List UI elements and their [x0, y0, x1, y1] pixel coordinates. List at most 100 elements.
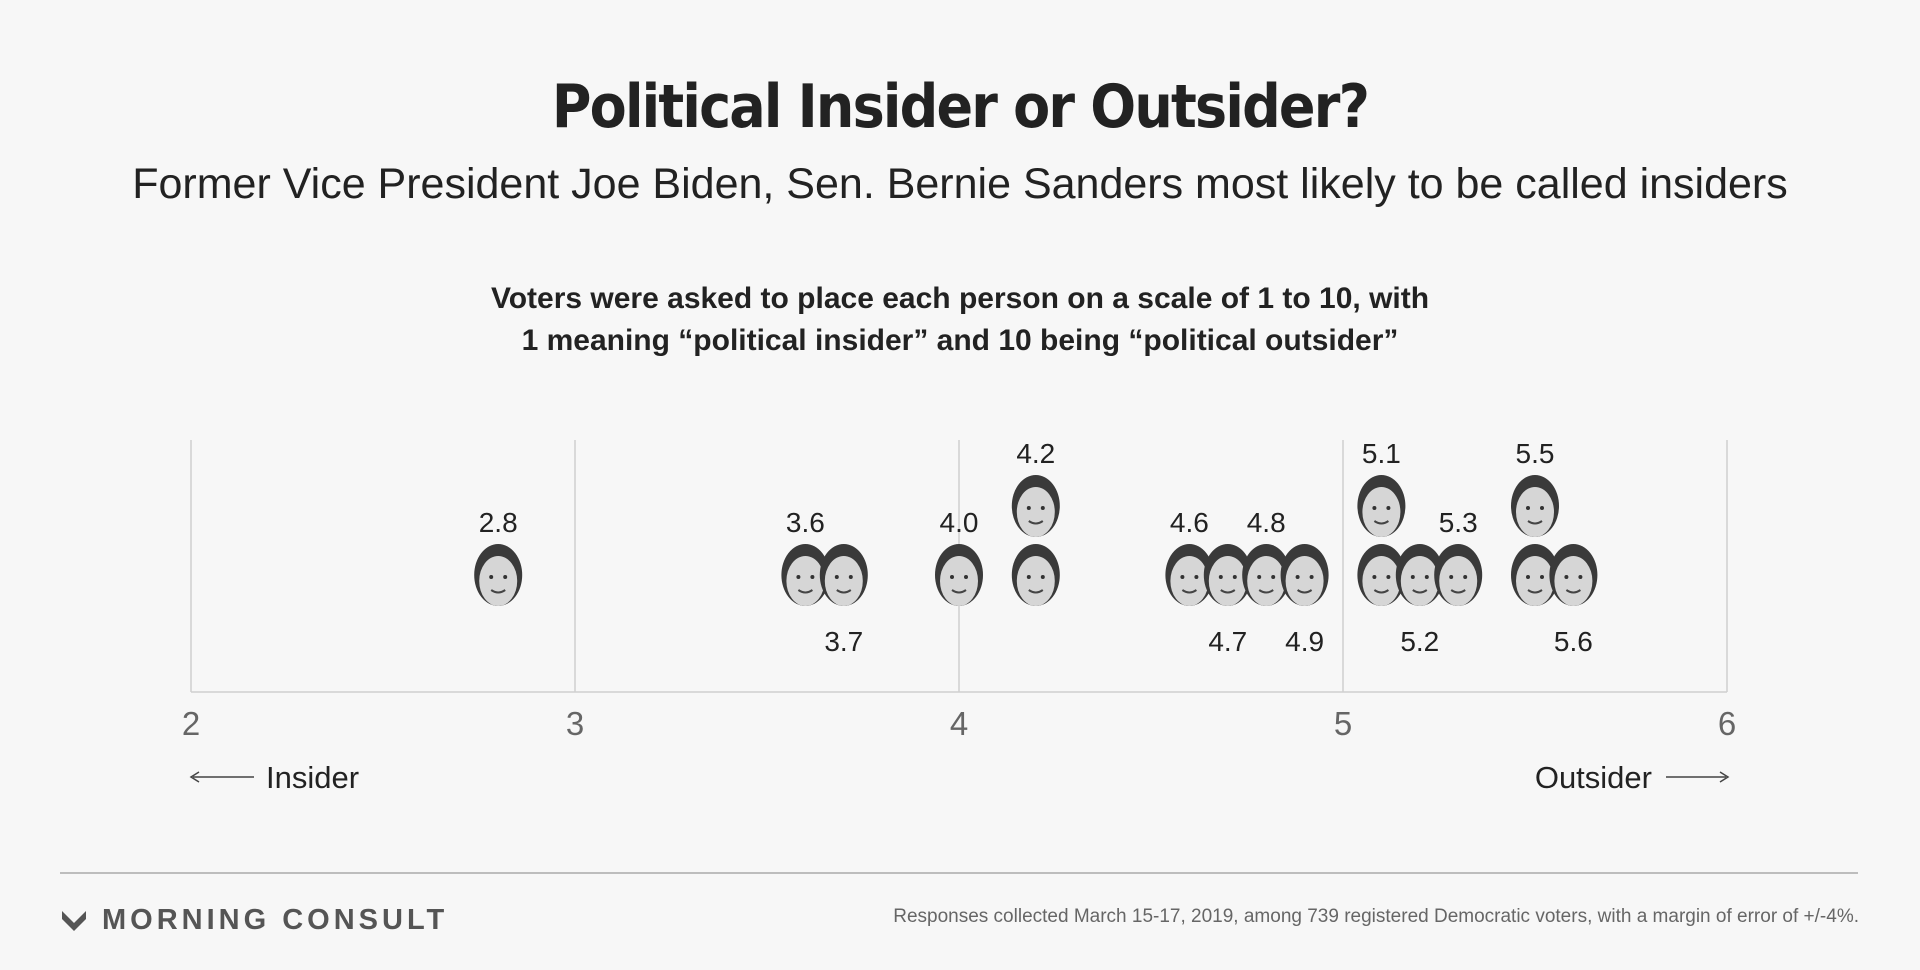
axis-end-labels: Insider Outsider	[189, 760, 1730, 795]
data-label: 5.6	[1554, 626, 1593, 657]
x-tick-label: 3	[566, 705, 584, 742]
chart-subtitle: Former Vice President Joe Biden, Sen. Be…	[132, 160, 1788, 208]
x-tick-label: 4	[950, 705, 968, 742]
face-eye	[1463, 575, 1468, 579]
brand: MORNING CONSULT	[60, 904, 448, 937]
face-eye	[1194, 575, 1199, 579]
candidate-point	[1549, 544, 1598, 606]
footer-divider	[60, 872, 1858, 874]
face-skin	[1285, 556, 1324, 606]
face-mouth	[1220, 589, 1236, 594]
face-skin	[786, 556, 825, 606]
face-eye	[1026, 575, 1031, 579]
face-skin	[1362, 556, 1401, 606]
candidate-point	[1357, 475, 1406, 537]
face-eye	[1295, 575, 1300, 579]
face-eye	[1372, 575, 1377, 579]
face-mouth	[797, 589, 813, 594]
face-skin	[1516, 556, 1554, 606]
candidate-point	[1165, 544, 1214, 606]
data-label: 4.9	[1285, 626, 1324, 657]
face-mouth	[951, 589, 967, 594]
outsider-arrow-head	[1719, 771, 1730, 783]
face-skin	[824, 556, 863, 606]
face-skin	[479, 556, 518, 606]
data-label: 4.2	[1016, 438, 1055, 469]
candidate-point	[1434, 544, 1483, 606]
data-label: 4.6	[1170, 507, 1209, 538]
face-mouth	[1527, 520, 1543, 525]
candidate-point	[1242, 544, 1291, 606]
face-mouth	[1297, 589, 1313, 594]
data-label: 5.3	[1439, 507, 1478, 538]
data-label: 4.0	[940, 507, 979, 538]
face-skin	[1016, 487, 1055, 537]
face-eye	[1540, 575, 1544, 579]
face-skin	[1016, 556, 1055, 606]
candidate-point	[1511, 475, 1559, 537]
face-eye	[1309, 575, 1314, 579]
candidate-point	[781, 544, 830, 606]
data-label: 5.5	[1516, 438, 1555, 469]
face-eye	[848, 575, 853, 579]
face-eye	[1449, 575, 1454, 579]
data-label: 2.8	[479, 507, 518, 538]
face-skin	[1170, 556, 1209, 606]
face-eye	[1410, 575, 1415, 579]
candidate-point	[474, 544, 523, 606]
face-eye	[1386, 506, 1391, 510]
face-eye	[1180, 575, 1185, 579]
face-skin	[1516, 487, 1554, 537]
candidate-point	[819, 544, 868, 606]
face-skin	[1400, 556, 1439, 606]
x-tick-label: 5	[1334, 705, 1352, 742]
x-tick-label: 2	[182, 705, 200, 742]
face-eye	[1257, 575, 1262, 579]
face-eye	[1232, 575, 1237, 579]
face-skin	[1247, 556, 1286, 606]
face-mouth	[1527, 589, 1543, 594]
face-eye	[964, 575, 968, 579]
face-mouth	[1028, 589, 1044, 594]
candidate-point	[1280, 544, 1329, 606]
face-eye	[503, 575, 508, 579]
face-mouth	[1258, 589, 1274, 594]
x-axis-ticks: 2 3 4 5 6	[182, 705, 1736, 742]
data-label: 3.6	[786, 507, 825, 538]
source-note: Responses collected March 15-17, 2019, a…	[893, 906, 1859, 927]
candidate-point	[1011, 475, 1060, 537]
face-eye	[1271, 575, 1276, 579]
face-skin	[1362, 487, 1401, 537]
candidate-point	[1011, 544, 1060, 606]
face-eye	[810, 575, 815, 579]
candidate-point	[1357, 544, 1406, 606]
face-eye	[834, 575, 839, 579]
candidate-points: 2.8 3.6 3.7 4.0 4.2 4.6 4.7 4.8 4.9 5.1 5.2 5.3 5.5 5…	[474, 438, 1598, 657]
face-mouth	[490, 589, 506, 594]
candidate-point	[1511, 544, 1559, 606]
face-eye	[796, 575, 801, 579]
chart-title: Political Insider or Outsider?	[551, 72, 1370, 142]
face-mouth	[1450, 589, 1466, 594]
face-skin	[940, 556, 978, 606]
face-skin	[1554, 556, 1593, 606]
dot-plot: 2 3 4 5 6 Insider Outsider 2.8 3.6 3.7 4.0 4.2 4.…	[182, 438, 1736, 795]
face-eye	[1564, 575, 1569, 579]
data-label: 3.7	[824, 626, 863, 657]
face-eye	[1386, 575, 1391, 579]
morning-consult-logo-icon	[62, 910, 86, 931]
face-skin	[1439, 556, 1478, 606]
face-eye	[1040, 506, 1045, 510]
insider-label: Insider	[266, 760, 359, 795]
candidate-point	[1395, 544, 1444, 606]
face-eye	[1578, 575, 1583, 579]
face-eye	[1372, 506, 1377, 510]
data-label: 5.2	[1400, 626, 1439, 657]
x-tick-label: 6	[1718, 705, 1736, 742]
face-eye	[1040, 575, 1045, 579]
face-mouth	[1412, 589, 1428, 594]
face-eye	[1026, 506, 1031, 510]
candidate-point	[935, 544, 983, 606]
data-label: 4.8	[1247, 507, 1286, 538]
question-line-1: Voters were asked to place each person o…	[490, 282, 1430, 315]
